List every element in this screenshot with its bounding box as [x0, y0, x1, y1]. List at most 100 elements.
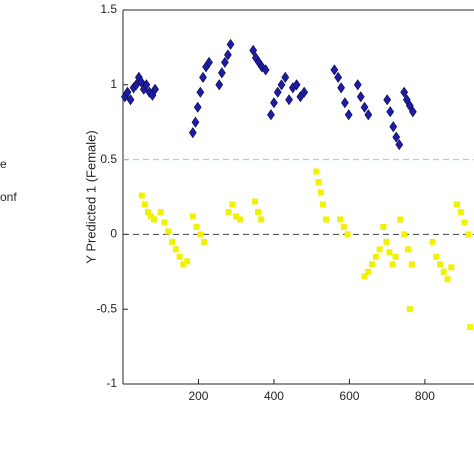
data-point [161, 219, 168, 226]
data-point [225, 208, 232, 215]
data-point [389, 261, 396, 268]
data-point [138, 192, 145, 199]
data-point [408, 261, 415, 268]
y-tick-label: 1.5 [100, 2, 117, 16]
data-point [157, 208, 164, 215]
data-point [376, 246, 383, 253]
data-point [356, 91, 365, 103]
data-point [267, 109, 275, 121]
data-point [123, 86, 132, 98]
data-point [189, 213, 196, 220]
data-point [221, 56, 229, 68]
y-tick-label: -0.5 [96, 301, 117, 315]
data-point [169, 238, 176, 245]
data-point [392, 253, 399, 260]
data-point [337, 82, 346, 94]
data-point [176, 253, 183, 260]
data-point [285, 94, 293, 106]
data-point [249, 44, 258, 56]
data-point [252, 198, 259, 205]
data-point [353, 79, 362, 91]
data-point [147, 213, 154, 220]
data-point [317, 189, 324, 196]
data-point [341, 97, 349, 109]
data-point [440, 268, 447, 275]
data-point [277, 79, 286, 91]
data-point [364, 109, 373, 121]
legend-fragment: onf [0, 190, 17, 204]
data-point [224, 49, 232, 61]
data-point [137, 76, 145, 88]
data-point [233, 213, 240, 220]
data-point [344, 109, 353, 121]
data-point [261, 64, 270, 76]
data-point [448, 264, 455, 271]
x-tick-label: 800 [415, 389, 435, 403]
data-point [144, 208, 151, 215]
data-point [383, 238, 390, 245]
data-point [218, 67, 226, 79]
y-tick-label: 1 [110, 77, 117, 91]
data-point [193, 223, 200, 230]
data-point [229, 201, 236, 208]
data-point [372, 253, 379, 260]
data-point [337, 216, 344, 223]
y-tick-label: -1 [106, 376, 117, 390]
data-point [226, 38, 235, 50]
data-point [126, 94, 135, 106]
data-point [380, 223, 387, 230]
data-point [150, 216, 157, 223]
data-point [205, 56, 213, 68]
x-tick-label: 200 [188, 389, 208, 403]
data-point [361, 273, 368, 280]
data-point [273, 86, 282, 98]
data-point [395, 139, 404, 151]
data-point [184, 258, 191, 265]
data-point [461, 219, 468, 226]
x-tick-label: 600 [339, 389, 359, 403]
data-point [365, 268, 372, 275]
data-point [408, 106, 417, 118]
data-point [360, 101, 369, 113]
data-point [457, 208, 464, 215]
data-point [401, 231, 408, 238]
data-point [406, 306, 413, 313]
data-point [142, 79, 151, 91]
data-point [330, 64, 339, 76]
data-point [397, 216, 404, 223]
data-point [437, 261, 444, 268]
data-point [433, 253, 440, 260]
data-point [300, 86, 309, 98]
data-point [340, 223, 347, 230]
data-point [201, 238, 208, 245]
data-point [400, 86, 409, 98]
data-point [429, 238, 436, 245]
data-point [313, 168, 320, 175]
data-point [191, 116, 200, 128]
data-point [467, 324, 474, 331]
data-point [404, 246, 411, 253]
data-point [215, 79, 224, 91]
x-tick-label: 400 [264, 389, 284, 403]
data-point [172, 246, 179, 253]
data-point [180, 261, 187, 268]
data-point [315, 179, 322, 186]
data-point [465, 231, 472, 238]
data-point [141, 201, 148, 208]
data-point [386, 249, 393, 256]
data-point [344, 231, 351, 238]
data-point [281, 71, 290, 83]
data-point [323, 216, 330, 223]
data-point [270, 97, 278, 109]
data-point [199, 71, 207, 83]
data-point [386, 106, 395, 118]
data-point [369, 261, 376, 268]
y-axis-label: Y Predicted 1 (Female) [83, 130, 98, 263]
y-tick-label: 0 [110, 227, 117, 241]
data-point [258, 216, 265, 223]
data-point [320, 201, 327, 208]
data-point [389, 121, 398, 133]
data-point [292, 79, 301, 91]
